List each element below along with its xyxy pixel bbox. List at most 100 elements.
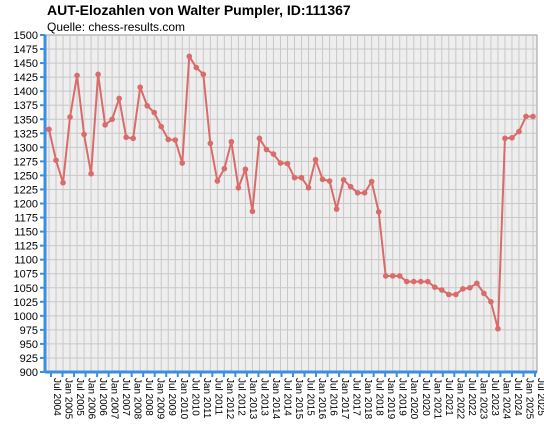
data-point xyxy=(368,178,375,185)
x-tick-label: Jul 2016 xyxy=(328,378,339,416)
x-tick-label: Jan 2016 xyxy=(316,378,327,420)
x-tick-label: Jul 2008 xyxy=(143,378,154,416)
data-point xyxy=(221,165,228,172)
data-point xyxy=(354,190,361,196)
data-point xyxy=(403,278,410,285)
chart-subtitle: Quelle: chess-results.com xyxy=(47,20,186,34)
data-point xyxy=(298,174,305,181)
data-point xyxy=(116,95,122,102)
data-point xyxy=(137,84,143,91)
x-tick-label: Jan 2008 xyxy=(132,378,143,420)
x-tick-label: Jul 2011 xyxy=(212,378,223,416)
y-tick-label: 900 xyxy=(20,367,38,379)
data-point xyxy=(102,122,108,128)
data-point xyxy=(109,116,115,123)
data-point xyxy=(319,176,326,183)
chart-title: AUT-Elozahlen von Walter Pumpler, ID:111… xyxy=(47,2,351,18)
y-tick-label: 1100 xyxy=(14,255,38,267)
data-point xyxy=(172,137,179,143)
data-point xyxy=(396,273,403,279)
x-tick-label: Jan 2021 xyxy=(431,378,442,420)
data-point xyxy=(530,113,536,120)
data-point xyxy=(481,290,487,297)
data-point xyxy=(284,160,291,167)
x-tick-label: Jul 2020 xyxy=(420,378,431,416)
x-tick-label: Jan 2011 xyxy=(201,378,212,419)
x-tick-label: Jan 2009 xyxy=(155,378,166,420)
data-point xyxy=(410,278,417,285)
x-tick-label: Jan 2013 xyxy=(247,378,258,420)
y-tick-label: 950 xyxy=(20,339,38,351)
data-point xyxy=(460,286,466,292)
data-point xyxy=(474,280,480,287)
data-point xyxy=(347,183,354,190)
data-point xyxy=(453,291,459,298)
data-point xyxy=(256,135,263,142)
y-tick-label: 1350 xyxy=(14,114,38,126)
x-tick-label: Jan 2020 xyxy=(408,378,419,420)
x-tick-label: Jul 2019 xyxy=(397,378,408,416)
data-point xyxy=(523,113,529,120)
x-tick-label: Jan 2018 xyxy=(362,378,373,420)
data-point xyxy=(326,178,333,184)
data-point xyxy=(263,146,270,153)
x-tick-label: Jul 2004 xyxy=(51,378,62,416)
y-tick-label: 1150 xyxy=(14,227,38,239)
data-point xyxy=(291,174,298,181)
data-point xyxy=(446,291,452,298)
data-point xyxy=(424,278,431,285)
y-tick-label: 1200 xyxy=(14,199,38,211)
data-point xyxy=(389,273,396,279)
data-point xyxy=(53,157,59,164)
y-tick-label: 1300 xyxy=(14,142,38,154)
data-point xyxy=(186,53,193,60)
data-point xyxy=(495,325,501,332)
x-tick-label: Jul 2024 xyxy=(512,378,523,416)
data-point xyxy=(270,151,277,157)
data-point xyxy=(417,278,424,285)
data-point xyxy=(277,160,284,166)
data-point xyxy=(95,71,101,78)
x-tick-label: Jan 2007 xyxy=(109,378,120,420)
data-point xyxy=(200,71,207,78)
data-point xyxy=(333,206,340,212)
data-point xyxy=(158,123,165,130)
data-point xyxy=(60,179,66,186)
x-tick-label: Jan 2014 xyxy=(270,378,281,420)
x-tick-label: Jul 2005 xyxy=(74,378,85,416)
x-tick-label: Jul 2014 xyxy=(281,378,292,416)
data-point xyxy=(509,134,515,141)
data-point xyxy=(179,160,186,166)
data-point xyxy=(375,209,382,215)
data-point xyxy=(242,166,249,173)
data-point xyxy=(467,284,473,291)
x-tick-label: Jan 2005 xyxy=(63,378,74,420)
data-point xyxy=(312,156,319,163)
data-point xyxy=(488,298,494,305)
y-tick-label: 1175 xyxy=(14,213,38,225)
data-point xyxy=(228,138,235,145)
x-tick-label: Jul 2015 xyxy=(305,378,316,416)
x-tick-label: Jan 2025 xyxy=(523,378,534,420)
y-tick-label: 1075 xyxy=(14,269,38,281)
data-point xyxy=(46,126,52,133)
data-point xyxy=(382,273,389,279)
data-point xyxy=(207,140,214,147)
series-line xyxy=(48,53,533,330)
x-tick-label: Jan 2022 xyxy=(454,378,465,420)
x-tick-label: Jan 2023 xyxy=(477,378,488,420)
y-tick-label: 1050 xyxy=(14,283,38,295)
x-tick-label: Jul 2022 xyxy=(466,378,477,416)
x-tick-label: Jul 2009 xyxy=(166,378,177,416)
x-tick-label: Jul 2018 xyxy=(374,378,385,416)
data-point xyxy=(193,64,200,71)
y-tick-label: 975 xyxy=(20,325,38,337)
x-tick-label: Jul 2007 xyxy=(120,378,131,416)
data-point xyxy=(340,177,347,183)
x-tick-label: Jul 2023 xyxy=(489,378,500,416)
x-tick-label: Jul 2006 xyxy=(97,378,108,416)
x-tick-label: Jan 2019 xyxy=(385,378,396,420)
y-tick-label: 1500 xyxy=(14,30,38,42)
data-point xyxy=(431,284,438,290)
data-point xyxy=(67,114,73,120)
